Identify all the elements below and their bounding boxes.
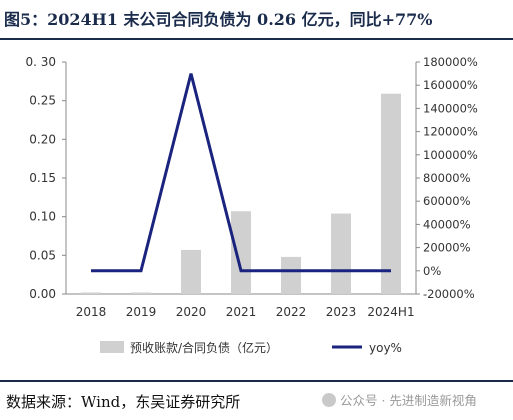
x-tick-label: 2019 (126, 305, 157, 319)
y-right-tick-label: 140000% (423, 101, 478, 115)
y-right-tick-label: 160000% (423, 78, 478, 92)
bar-2020 (181, 249, 201, 294)
y-right-tick-label: 40000% (423, 217, 471, 231)
y-left-tick-label: 0.00 (29, 287, 56, 301)
y-right-tick-label: 60000% (423, 194, 471, 208)
watermark: 公众号 · 先进制造新视角 (322, 390, 477, 409)
bar-2018 (81, 292, 101, 294)
y-left-tick-label: 0.10 (29, 210, 56, 224)
source-note: 数据来源：Wind，东吴证券研究所 (6, 393, 241, 411)
y-left-tick-label: 0.25 (29, 94, 56, 108)
footer-rule (0, 380, 513, 382)
x-tick-label: 2023 (326, 305, 357, 319)
y-right-tick-label: 120000% (423, 125, 478, 139)
bar-2023 (331, 213, 351, 294)
y-left-tick-label: 0. 30 (25, 55, 56, 69)
y-right-tick-label: 0% (423, 264, 441, 278)
bar-2022 (281, 256, 301, 294)
bar-2019 (131, 292, 151, 294)
legend-label-line: yoy% (369, 341, 402, 355)
wechat-icon (322, 393, 336, 407)
title-rule (0, 38, 513, 40)
y-right-tick-label: 180000% (423, 55, 478, 69)
x-tick-label: 2020 (176, 305, 207, 319)
legend-swatch-bar (100, 341, 124, 353)
x-tick-label: 2018 (76, 305, 107, 319)
legend-label-bar: 预收账款/合同负债（亿元） (130, 340, 278, 355)
y-right-tick-label: -20000% (423, 287, 475, 301)
x-tick-label: 2024H1 (367, 305, 414, 319)
y-left-tick-label: 0.20 (29, 132, 56, 146)
chart-title: 图5：2024H1 末公司合同负债为 0.26 亿元，同比+77% (4, 10, 433, 29)
bar-2021 (231, 211, 251, 294)
y-left-tick-label: 0.05 (29, 248, 56, 262)
y-right-tick-label: 20000% (423, 241, 471, 255)
bar-2024H1 (381, 93, 401, 294)
x-tick-label: 2022 (276, 305, 307, 319)
y-right-tick-label: 100000% (423, 148, 478, 162)
y-right-tick-label: 80000% (423, 171, 471, 185)
watermark-text: 公众号 · 先进制造新视角 (340, 393, 477, 408)
x-tick-label: 2021 (226, 305, 257, 319)
chart: 2018 2019 2020 2021 2022 2023 2024H1 0.00 0.05 0… (25, 55, 478, 355)
y-left-tick-label: 0.15 (29, 171, 56, 185)
